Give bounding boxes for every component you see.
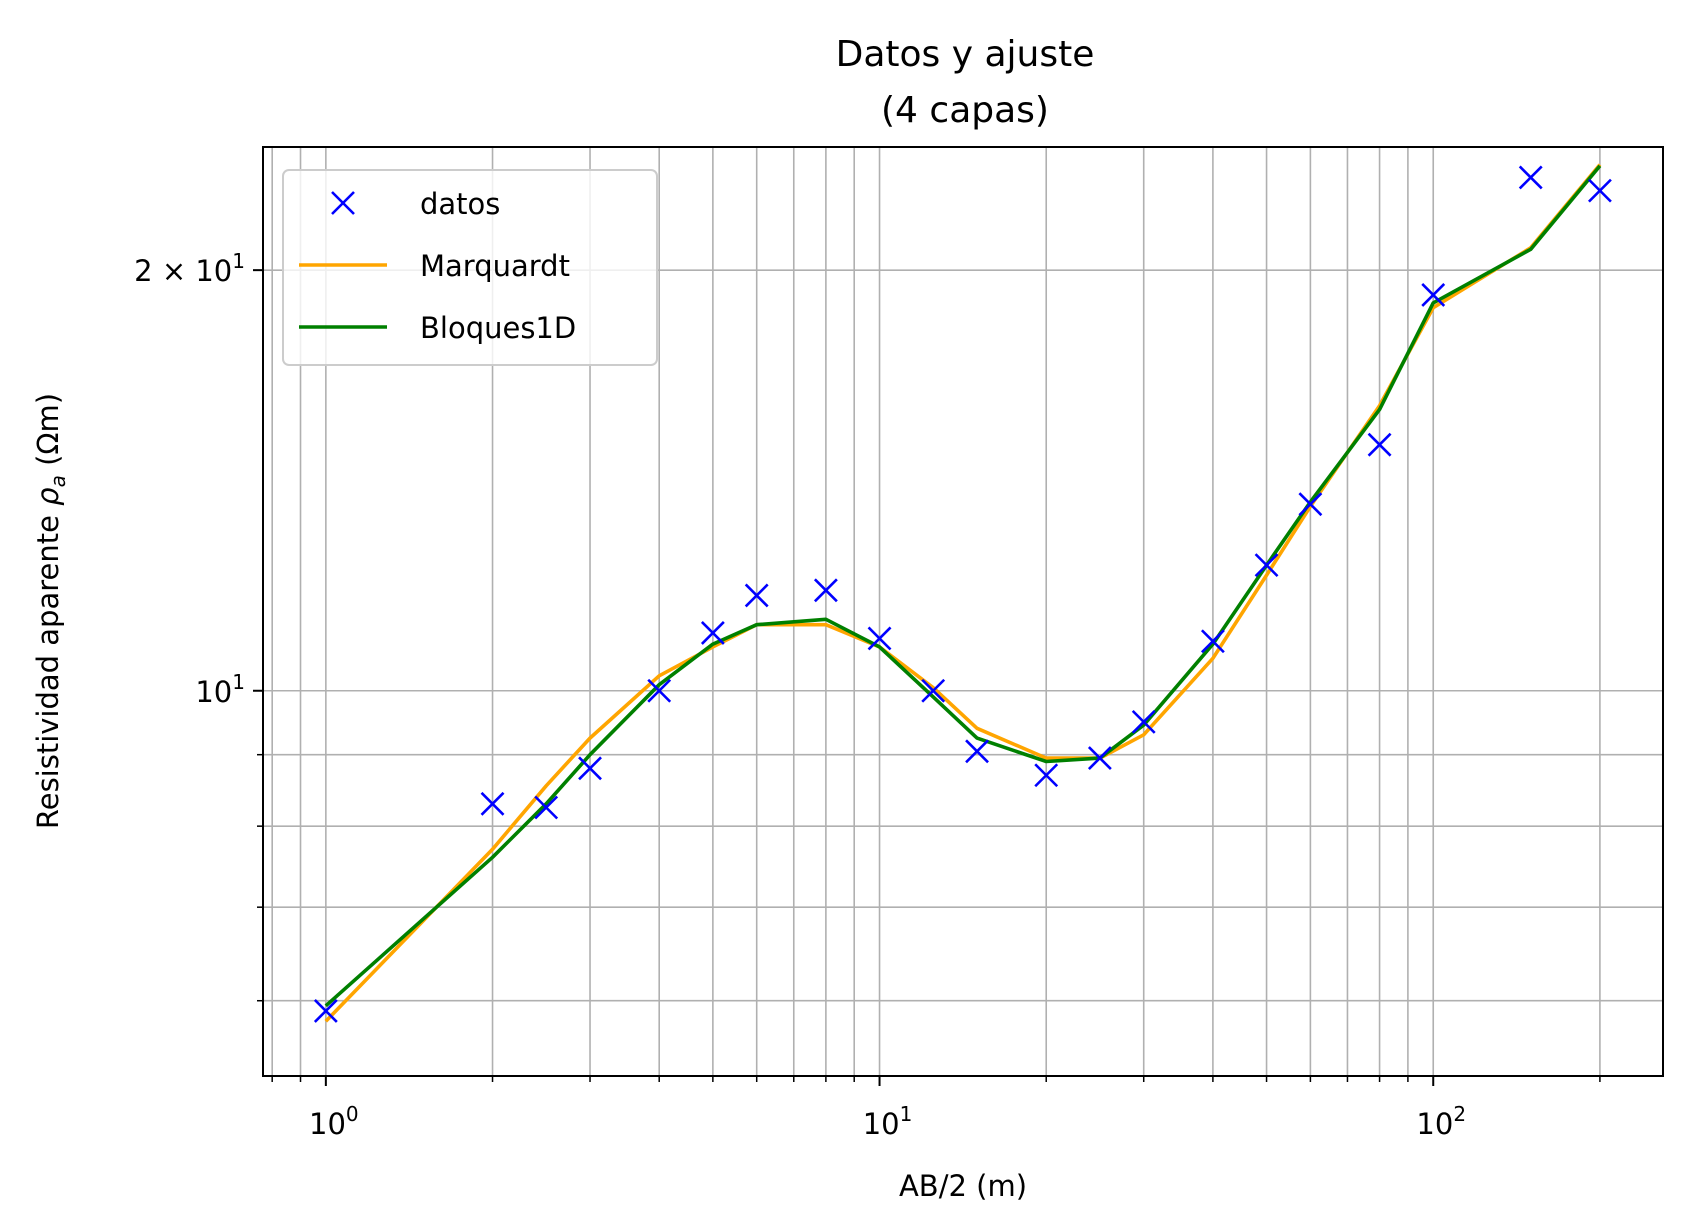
data-point-marker bbox=[1200, 629, 1225, 654]
legend-label: Marquardt bbox=[420, 249, 570, 283]
data-point-marker bbox=[965, 739, 989, 764]
data-point-marker bbox=[1587, 178, 1612, 203]
data-point-marker bbox=[1254, 553, 1279, 578]
data-point-marker bbox=[578, 756, 602, 781]
data-point-marker bbox=[534, 795, 559, 820]
data-point-marker bbox=[1131, 709, 1156, 734]
data-point-marker bbox=[1087, 746, 1112, 770]
data-point-marker bbox=[700, 620, 725, 645]
axis-ticks: 101 2 × 101 100 101 102 bbox=[134, 249, 1601, 1141]
data-point-marker bbox=[1421, 282, 1446, 307]
data-point-marker bbox=[647, 678, 672, 703]
data-point-marker bbox=[313, 999, 338, 1023]
legend-box bbox=[282, 169, 658, 366]
legend: datos Marquardt Bloques1D bbox=[282, 169, 658, 366]
plot-series bbox=[313, 163, 1612, 1023]
y-axis-label-subscript: a bbox=[46, 475, 70, 487]
x-tick-label: 100 bbox=[309, 1102, 359, 1141]
legend-label: Bloques1D bbox=[420, 311, 576, 345]
y-axis-label-unit: (Ωm) bbox=[31, 393, 65, 466]
data-point-marker bbox=[1034, 763, 1059, 788]
y-tick-label: 101 bbox=[195, 670, 245, 709]
data-point-marker bbox=[1298, 492, 1323, 517]
data-point-marker bbox=[480, 791, 505, 816]
x-tick-label: 101 bbox=[863, 1102, 913, 1141]
data-point-marker bbox=[813, 578, 838, 603]
series-line-bloques1d bbox=[324, 164, 1602, 1008]
legend-item: Marquardt bbox=[299, 249, 570, 283]
y-axis-label-text: Resistividad aparente bbox=[31, 515, 65, 829]
chart-title-line1: Datos y ajuste bbox=[836, 34, 1095, 75]
y-axis-label-symbol: ρ bbox=[31, 487, 65, 506]
data-point-marker bbox=[744, 583, 769, 608]
plot-frame bbox=[262, 146, 1664, 1077]
legend-item: datos bbox=[331, 187, 500, 221]
legend-label: datos bbox=[420, 187, 500, 221]
y-tick-label: 2 × 101 bbox=[134, 249, 245, 288]
legend-item: Bloques1D bbox=[299, 311, 576, 345]
data-point-marker bbox=[1367, 432, 1392, 457]
data-point-marker bbox=[867, 626, 892, 651]
y-axis-label: Resistividad aparente ρa (Ωm) bbox=[31, 393, 70, 829]
data-point-marker bbox=[1518, 165, 1543, 190]
chart-title-line2: (4 capas) bbox=[881, 90, 1049, 131]
data-point-marker bbox=[921, 678, 946, 703]
x-tick-label: 102 bbox=[1416, 1102, 1466, 1141]
grid bbox=[263, 147, 1663, 1076]
x-axis-label: AB/2 (m) bbox=[899, 1169, 1027, 1203]
